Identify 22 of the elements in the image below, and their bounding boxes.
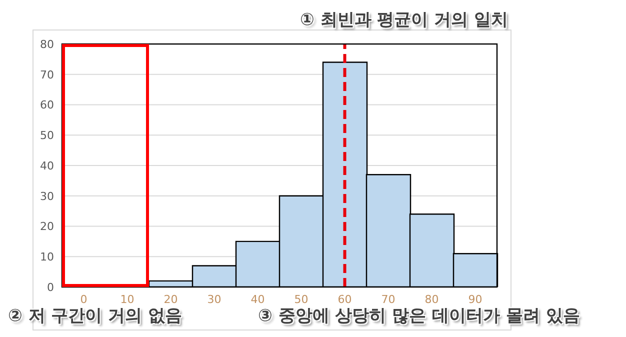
y-tick-label: 60 — [40, 98, 54, 112]
x-tick-label: 50 — [294, 292, 308, 306]
y-tick-label: 70 — [40, 68, 54, 82]
x-tick-label: 0 — [80, 292, 88, 306]
x-tick-label: 40 — [250, 292, 265, 306]
x-tick-label: 10 — [120, 292, 134, 306]
text: ① 최빈과 평균이 거의 일치 — [300, 9, 508, 31]
y-tick-label: 80 — [40, 38, 54, 51]
text: ③ 중앙에 상당히 많은 데이터가 몰려 있음 — [258, 305, 580, 327]
y-tick-label: 10 — [40, 250, 54, 264]
y-tick-label: 40 — [40, 159, 54, 172]
x-tick-label: 80 — [424, 292, 439, 306]
x-tick-label: 60 — [338, 292, 352, 306]
x-tick-label: 70 — [381, 292, 396, 306]
text: ② 저 구간이 거의 없음 — [8, 305, 182, 327]
y-tick-label: 20 — [40, 220, 54, 234]
x-tick-label: 30 — [207, 292, 222, 306]
y-tick-label: 30 — [40, 190, 54, 203]
x-tick-label: 20 — [164, 292, 178, 306]
x-tick-label: 90 — [468, 292, 482, 306]
y-tick-label: 50 — [40, 129, 54, 142]
y-tick-label: 0 — [47, 280, 54, 294]
